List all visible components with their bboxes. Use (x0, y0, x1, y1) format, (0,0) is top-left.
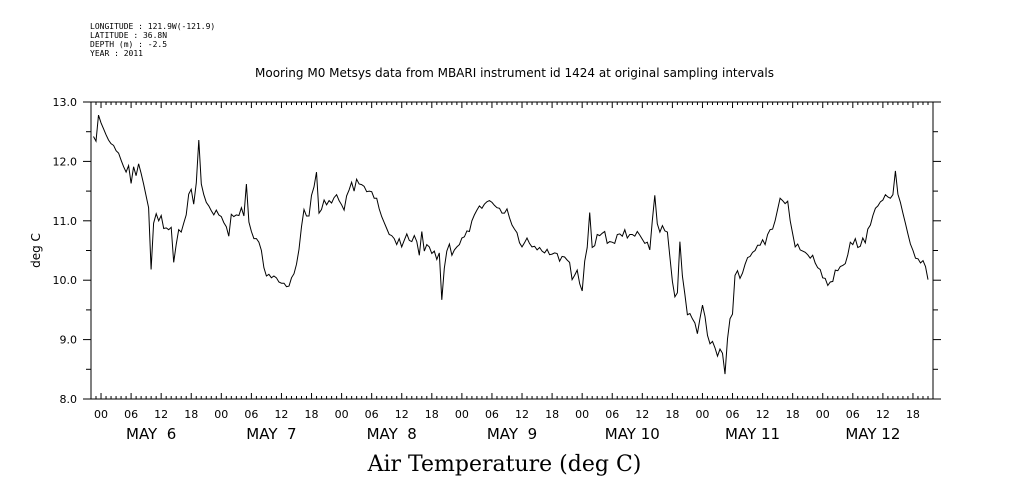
x-hour-label: 12 (515, 408, 529, 421)
x-hour-label: 12 (154, 408, 168, 421)
y-axis-label: deg C (29, 233, 43, 268)
x-day-label: MAY 10 (605, 425, 660, 443)
x-hour-label: 06 (605, 408, 619, 421)
y-tick-label: 11.0 (53, 215, 78, 228)
x-hour-label: 00 (335, 408, 349, 421)
y-tick-label: 12.0 (53, 155, 78, 168)
x-hour-label: 18 (545, 408, 559, 421)
x-hour-label: 18 (425, 408, 439, 421)
y-tick-labels: 8.0 9.0 10.0 11.0 12.0 13.0 (53, 96, 78, 406)
plot-frame (90, 101, 934, 400)
x-tick-labels: 00 06 12 18 MAY 6 00 06 12 18 MAY 7 00 06 12 18 MAY 8 0… (94, 408, 920, 443)
y-tick-label: 13.0 (53, 96, 78, 109)
x-hour-label: 12 (876, 408, 890, 421)
x-hour-label: 00 (455, 408, 469, 421)
x-hour-label: 06 (124, 408, 138, 421)
x-hour-label: 06 (365, 408, 379, 421)
x-hour-label: 00 (94, 408, 108, 421)
x-day-label: MAY 12 (845, 425, 900, 443)
series-line-air-temperature (93, 114, 929, 375)
x-hour-label: 18 (906, 408, 920, 421)
x-day-label: MAY 6 (126, 425, 176, 443)
x-day-label: MAY 7 (246, 425, 296, 443)
x-hour-label: 18 (786, 408, 800, 421)
x-hour-label: 00 (816, 408, 830, 421)
x-day-label: MAY 9 (487, 425, 537, 443)
latitude-text: LATITUDE : 36.8N (90, 31, 168, 40)
x-hour-label: 12 (274, 408, 288, 421)
x-hour-label: 18 (184, 408, 198, 421)
y-tick-label: 8.0 (60, 393, 78, 406)
x-day-label: MAY 8 (367, 425, 417, 443)
x-hour-label: 00 (575, 408, 589, 421)
x-hour-label: 06 (485, 408, 499, 421)
year-text: YEAR : 2011 (90, 49, 143, 58)
axis-ticks (83, 101, 941, 400)
x-axis-label: Air Temperature (deg C) (367, 452, 642, 477)
x-hour-label: 12 (635, 408, 649, 421)
x-hour-label: 12 (756, 408, 770, 421)
y-tick-label: 9.0 (60, 334, 78, 347)
x-hour-label: 06 (244, 408, 258, 421)
x-hour-label: 00 (214, 408, 228, 421)
x-hour-label: 18 (665, 408, 679, 421)
chart-title: Mooring M0 Metsys data from MBARI instru… (255, 66, 774, 80)
longitude-text: LONGITUDE : 121.9W(-121.9) (90, 22, 216, 31)
depth-text: DEPTH (m) : -2.5 (90, 40, 168, 49)
x-hour-label: 06 (726, 408, 740, 421)
x-hour-label: 06 (846, 408, 860, 421)
x-hour-label: 00 (695, 408, 709, 421)
x-hour-label: 18 (305, 408, 319, 421)
y-tick-label: 10.0 (53, 274, 78, 287)
station-metadata: LONGITUDE : 121.9W(-121.9) LATITUDE : 36… (90, 22, 215, 58)
x-hour-label: 12 (395, 408, 409, 421)
x-day-label: MAY 11 (725, 425, 780, 443)
